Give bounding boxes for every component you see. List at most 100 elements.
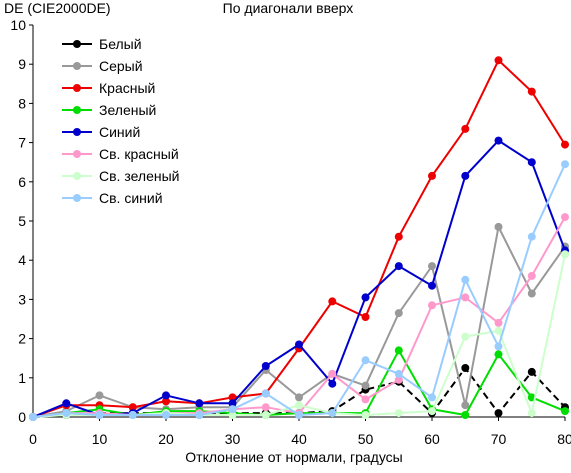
legend-item: Серый	[62, 58, 143, 74]
y-tick-label: 0	[18, 409, 26, 425]
data-point	[62, 409, 71, 418]
legend-label: Красный	[99, 80, 155, 96]
data-point	[561, 213, 569, 222]
x-tick-label: 20	[158, 431, 174, 447]
legend-swatch-marker	[73, 62, 81, 70]
data-point	[261, 389, 270, 398]
data-point	[428, 171, 436, 180]
x-axis-label: Отклонение от нормали, градусы	[185, 449, 402, 465]
legend-swatch-marker	[73, 106, 81, 114]
data-point	[494, 136, 503, 145]
data-point	[461, 275, 470, 284]
data-point	[361, 381, 370, 390]
x-tick-label: 80	[557, 431, 571, 447]
series-8	[29, 160, 569, 421]
series-6	[29, 213, 569, 421]
data-point	[261, 362, 270, 370]
data-point	[162, 397, 170, 406]
data-point	[428, 407, 436, 416]
y-tick-label: 8	[18, 95, 26, 111]
data-point	[361, 395, 370, 404]
data-point	[461, 124, 470, 133]
data-point	[394, 262, 403, 271]
data-point	[527, 158, 536, 167]
legend-item: Белый	[62, 36, 142, 52]
data-point	[394, 369, 403, 378]
legend-swatch-marker	[73, 150, 81, 158]
y-tick-label: 10	[10, 17, 26, 33]
data-point	[527, 87, 536, 96]
y-tick-label: 7	[18, 135, 26, 151]
y-tick-label: 9	[18, 56, 26, 72]
data-point	[361, 293, 370, 302]
data-point	[461, 411, 470, 419]
data-point	[29, 413, 37, 421]
data-point	[394, 375, 403, 384]
legend-label: Синий	[99, 124, 140, 140]
legend-item: Зеленый	[62, 102, 156, 118]
data-point	[394, 346, 403, 355]
data-point	[328, 409, 337, 418]
data-point	[128, 411, 137, 419]
legend-item: Синий	[62, 124, 140, 140]
y-tick-label: 2	[18, 331, 26, 347]
legend-item: Св. зеленый	[62, 168, 179, 184]
data-point	[494, 409, 503, 418]
data-point	[295, 393, 303, 402]
data-point	[428, 281, 436, 290]
legend-label: Св. зеленый	[99, 168, 179, 184]
legend-label: Св. красный	[99, 146, 179, 162]
data-point	[394, 309, 403, 318]
data-point	[461, 293, 470, 302]
legend-swatch-marker	[73, 172, 81, 180]
data-point	[527, 409, 536, 418]
legend-item: Красный	[62, 80, 155, 96]
data-point	[494, 318, 503, 327]
y-tick-label: 6	[18, 174, 26, 190]
x-tick-label: 10	[92, 431, 108, 447]
axes: 0 1 2 3 4 5 6 7 8 9 10 0 10 20 30 40 50 60 70 80	[10, 17, 571, 447]
legend-label: Белый	[99, 36, 142, 52]
x-tick-label: 40	[291, 431, 307, 447]
data-point	[461, 332, 470, 341]
data-point	[295, 401, 303, 410]
legend: Белый Серый Красный Зеленый Синий Св. красный…	[62, 36, 179, 206]
y-tick-label: 1	[18, 370, 26, 386]
data-point	[162, 391, 170, 400]
legend-label: Серый	[99, 58, 143, 74]
data-point	[461, 401, 470, 410]
data-point	[361, 411, 370, 419]
data-point	[295, 411, 303, 419]
legend-label: Зеленый	[99, 102, 156, 118]
series-line	[32, 254, 566, 418]
data-point	[195, 411, 204, 419]
chart-title: По диагонали вверх	[223, 0, 354, 16]
data-point	[328, 369, 337, 378]
data-point	[494, 342, 503, 351]
data-point	[261, 411, 270, 419]
data-point	[561, 407, 569, 416]
legend-label: Св. синий	[99, 190, 163, 206]
data-point	[228, 411, 237, 419]
data-point	[328, 379, 337, 388]
series-lines	[29, 56, 569, 421]
legend-swatch-marker	[73, 84, 81, 92]
data-point	[461, 171, 470, 180]
y-axis-label: DE (CIE2000DE)	[4, 0, 111, 16]
x-tick-label: 0	[29, 431, 37, 447]
data-point	[95, 411, 104, 419]
y-tick-label: 4	[18, 252, 26, 268]
x-tick-label: 70	[491, 431, 507, 447]
data-point	[228, 399, 237, 408]
data-point	[494, 326, 503, 335]
data-point	[494, 222, 503, 231]
data-point	[494, 56, 503, 65]
legend-item: Св. синий	[62, 190, 163, 206]
data-point	[62, 399, 71, 408]
data-point	[195, 399, 204, 408]
series-2	[29, 222, 569, 421]
data-point	[228, 405, 237, 414]
data-point	[527, 367, 536, 376]
